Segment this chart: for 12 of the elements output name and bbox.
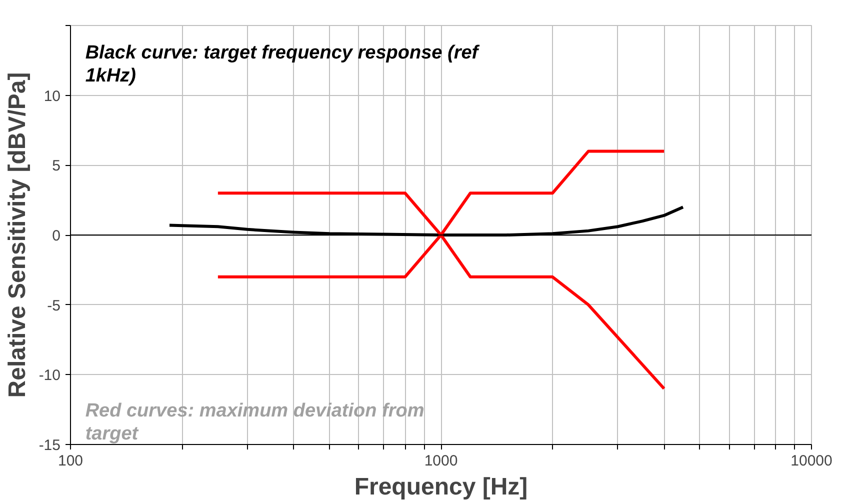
x-tick-label: 100 [58,452,84,470]
x-tick-label: 10000 [790,452,832,470]
y-tick-label: -15 [38,437,61,454]
annotation: Black curve: target frequency response (ref 1kHz) [85,42,480,86]
y-tick-label: -10 [38,367,61,384]
x-tick-label: 1000 [424,452,458,470]
y-tick-label: 5 [52,158,60,175]
y-axis-title: Relative Sensitivity [dBV/Pa] [4,72,31,398]
y-tick-label: 10 [44,88,61,105]
x-axis-title: Frequency [Hz] [354,474,528,500]
y-tick-label: 0 [52,228,60,244]
y-tick-label: -5 [47,297,61,314]
